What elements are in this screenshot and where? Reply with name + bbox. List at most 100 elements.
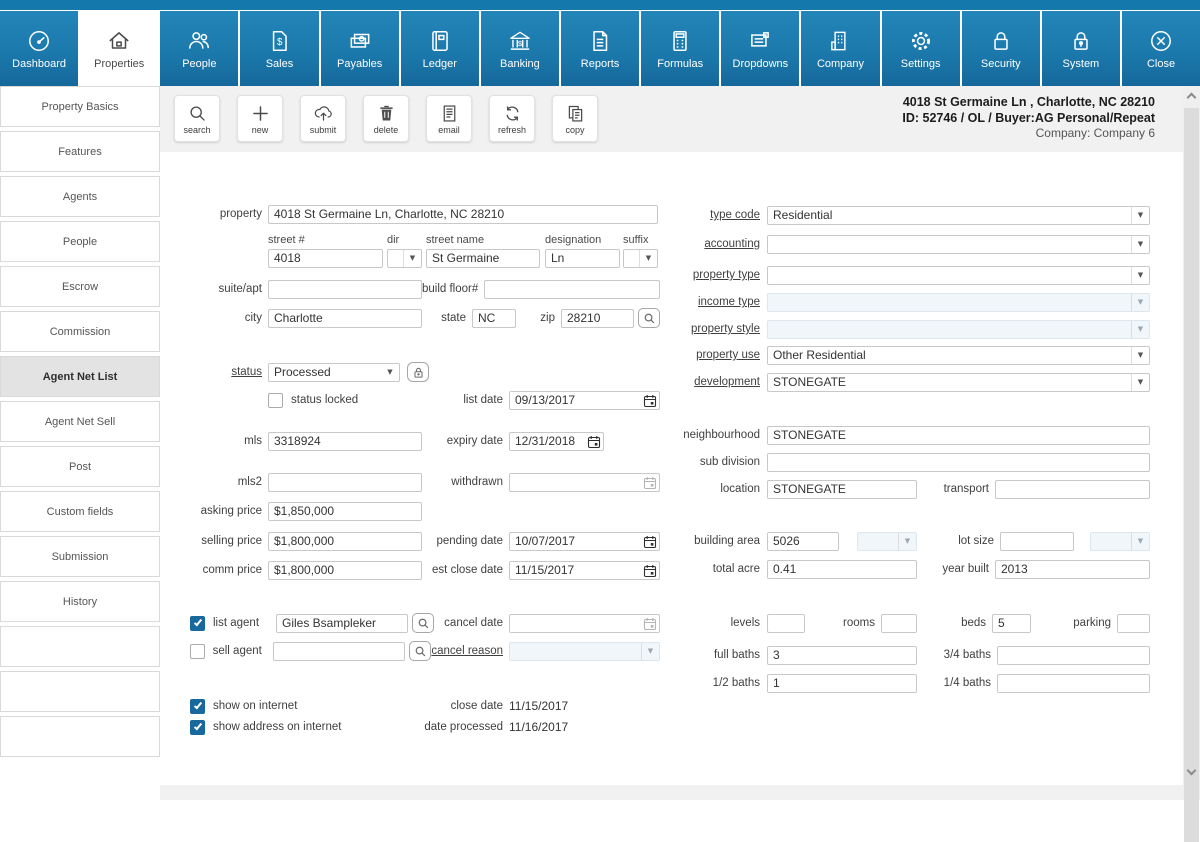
beds-input[interactable] xyxy=(992,614,1031,633)
list-agent-input[interactable] xyxy=(276,614,408,633)
sidebar-item-history[interactable]: History xyxy=(0,581,160,622)
lot-size-input[interactable] xyxy=(1000,532,1074,551)
tab-close[interactable]: Close xyxy=(1122,11,1200,86)
pending-date-input[interactable] xyxy=(509,532,660,551)
zip-input[interactable] xyxy=(561,309,634,328)
half-baths-input[interactable] xyxy=(767,674,917,693)
tab-properties[interactable]: Properties xyxy=(80,11,158,86)
calendar-icon[interactable] xyxy=(643,617,657,634)
sell-agent-input[interactable] xyxy=(273,642,405,661)
building-area-unit-select[interactable]: ▼ xyxy=(857,532,917,551)
tab-banking[interactable]: $ Banking xyxy=(481,11,559,86)
type-code-label[interactable]: type code xyxy=(680,209,760,221)
scrollbar-thumb[interactable] xyxy=(1184,108,1199,842)
neighbourhood-input[interactable] xyxy=(767,426,1150,445)
build-floor-input[interactable] xyxy=(484,280,660,299)
property-use-select[interactable]: Other Residential▼ xyxy=(767,346,1150,365)
new-button[interactable]: new xyxy=(237,95,283,142)
calendar-icon[interactable] xyxy=(643,535,657,552)
property-type-label[interactable]: property type xyxy=(680,269,760,281)
full-baths-input[interactable] xyxy=(767,646,917,665)
comm-price-input[interactable] xyxy=(268,561,422,580)
sidebar-item-post[interactable]: Post xyxy=(0,446,160,487)
property-style-select[interactable]: ▼ xyxy=(767,320,1150,339)
tab-people[interactable]: People xyxy=(160,11,238,86)
sidebar-item-property-basics[interactable]: Property Basics xyxy=(0,86,160,127)
calendar-icon[interactable] xyxy=(643,476,657,493)
cancel-date-input[interactable] xyxy=(509,614,660,633)
city-input[interactable] xyxy=(268,309,422,328)
tab-sales[interactable]: $ Sales xyxy=(240,11,318,86)
est-close-date-input[interactable] xyxy=(509,561,660,580)
calendar-icon[interactable] xyxy=(643,394,657,411)
development-select[interactable]: STONEGATE▼ xyxy=(767,373,1150,392)
transport-input[interactable] xyxy=(995,480,1150,499)
state-input[interactable] xyxy=(472,309,516,328)
delete-button[interactable]: delete xyxy=(363,95,409,142)
quarter-baths-input[interactable] xyxy=(997,674,1150,693)
sidebar-item-submission[interactable]: Submission xyxy=(0,536,160,577)
sidebar-item-agent-net-sell[interactable]: Agent Net Sell xyxy=(0,401,160,442)
tab-ledger[interactable]: Ledger xyxy=(401,11,479,86)
sidebar-item-agent-net-list[interactable]: Agent Net List xyxy=(0,356,160,397)
asking-price-input[interactable] xyxy=(268,502,422,521)
property-input[interactable] xyxy=(268,205,658,224)
sidebar-item-escrow[interactable]: Escrow xyxy=(0,266,160,307)
building-area-input[interactable] xyxy=(767,532,839,551)
location-input[interactable] xyxy=(767,480,917,499)
street-name-input[interactable] xyxy=(426,249,540,268)
sidebar-item-agents[interactable]: Agents xyxy=(0,176,160,217)
calendar-icon[interactable] xyxy=(587,435,601,452)
tab-formulas[interactable]: Formulas xyxy=(641,11,719,86)
tab-system[interactable]: System xyxy=(1042,11,1120,86)
sidebar-item-custom-fields[interactable]: Custom fields xyxy=(0,491,160,532)
submit-button[interactable]: submit xyxy=(300,95,346,142)
list-agent-search-button[interactable] xyxy=(412,613,434,633)
calendar-icon[interactable] xyxy=(643,564,657,581)
type-code-select[interactable]: Residential▼ xyxy=(767,206,1150,225)
sell-agent-checkbox[interactable] xyxy=(190,644,205,659)
rooms-input[interactable] xyxy=(881,614,917,633)
status-lock-button[interactable] xyxy=(407,362,429,382)
search-button[interactable]: search xyxy=(174,95,220,142)
income-type-select[interactable]: ▼ xyxy=(767,293,1150,312)
designation-input[interactable] xyxy=(545,249,620,268)
tab-payables[interactable]: Payables xyxy=(321,11,399,86)
tab-dropdowns[interactable]: Dropdowns xyxy=(721,11,799,86)
total-acre-input[interactable] xyxy=(767,560,917,579)
tab-company[interactable]: Company xyxy=(801,11,879,86)
cancel-reason-label[interactable]: cancel reason xyxy=(431,645,503,657)
mls2-input[interactable] xyxy=(268,473,422,492)
refresh-button[interactable]: refresh xyxy=(489,95,535,142)
tab-settings[interactable]: Settings xyxy=(882,11,960,86)
selling-price-input[interactable] xyxy=(268,532,422,551)
zip-search-button[interactable] xyxy=(638,308,660,328)
status-label[interactable]: status xyxy=(180,366,262,378)
tab-dashboard[interactable]: Dashboard xyxy=(0,11,78,86)
email-button[interactable]: email xyxy=(426,95,472,142)
list-agent-checkbox[interactable] xyxy=(190,616,205,631)
accounting-label[interactable]: accounting xyxy=(680,238,760,250)
vertical-scrollbar[interactable] xyxy=(1183,86,1200,800)
sub-division-input[interactable] xyxy=(767,453,1150,472)
levels-input[interactable] xyxy=(767,614,805,633)
property-use-label[interactable]: property use xyxy=(680,349,760,361)
cancel-reason-select[interactable]: ▼ xyxy=(509,642,660,661)
three-quarter-baths-input[interactable] xyxy=(997,646,1150,665)
sidebar-item-features[interactable]: Features xyxy=(0,131,160,172)
sell-agent-search-button[interactable] xyxy=(409,641,431,661)
copy-button[interactable]: copy xyxy=(552,95,598,142)
show-address-checkbox[interactable] xyxy=(190,720,205,735)
property-style-label[interactable]: property style xyxy=(680,323,760,335)
status-select[interactable]: Processed▼ xyxy=(268,363,400,382)
status-locked-checkbox[interactable] xyxy=(268,393,283,408)
list-date-input[interactable] xyxy=(509,391,660,410)
scroll-up-icon[interactable] xyxy=(1187,93,1197,103)
horizontal-scrollbar-track[interactable] xyxy=(160,785,1183,800)
suite-input[interactable] xyxy=(268,280,422,299)
suffix-select[interactable]: ▼ xyxy=(623,249,658,268)
mls-input[interactable] xyxy=(268,432,422,451)
accounting-select[interactable]: ▼ xyxy=(767,235,1150,254)
property-type-select[interactable]: ▼ xyxy=(767,266,1150,285)
parking-input[interactable] xyxy=(1117,614,1150,633)
